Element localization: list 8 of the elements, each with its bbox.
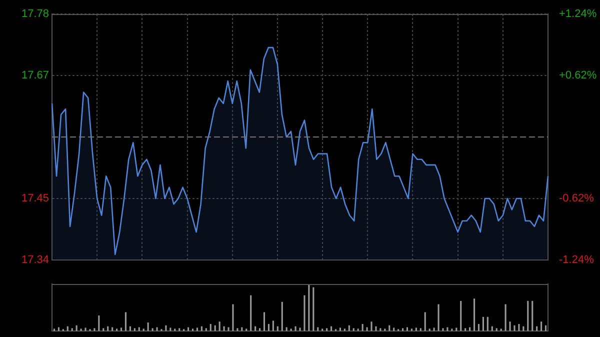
y2-tick-label: +1.24%	[559, 8, 597, 20]
y2-tick-label: -0.62%	[559, 192, 594, 205]
y-tick-label: 17.67	[21, 70, 49, 82]
y-tick-label: 17.34	[21, 254, 49, 266]
y-tick-label: 17.78	[21, 8, 49, 20]
y2-tick-label: -1.24%	[559, 254, 594, 266]
y-tick-label: 17.45	[21, 192, 49, 205]
y2-tick-label: +0.62%	[559, 70, 597, 82]
